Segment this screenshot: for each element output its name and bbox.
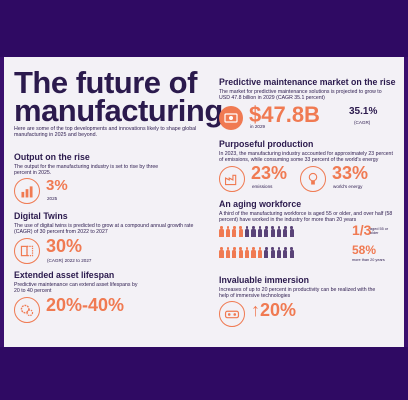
market-value-caption: in 2029	[250, 124, 266, 129]
twins-text: The use of digital twins is predicted to…	[14, 223, 194, 236]
title-line-1: The future of	[14, 65, 197, 100]
market-cagr-value: 35.1%	[349, 106, 378, 117]
person-icon	[283, 247, 288, 258]
market-heading: Predictive maintenance market on the ris…	[219, 77, 396, 87]
title-line-2: manufacturing	[14, 93, 223, 128]
lifespan-heading: Extended asset lifespan	[14, 270, 115, 280]
output-chart-icon	[14, 178, 40, 204]
purposeful-caption-1: emissions	[252, 184, 273, 189]
person-icon	[276, 226, 282, 237]
twins-caption: (CAGR) 2022 to 2027	[47, 258, 92, 263]
person-icon	[251, 247, 256, 258]
person-icon	[283, 226, 288, 237]
aging-people-row-1	[219, 226, 294, 237]
frame-bottom	[0, 347, 408, 400]
person-icon	[225, 226, 230, 237]
person-icon	[244, 226, 250, 237]
infographic-card	[4, 57, 404, 347]
market-text: The market for predictive maintenance so…	[219, 89, 382, 102]
twins-value: 30%	[46, 236, 83, 256]
person-icon	[289, 247, 294, 258]
digital-twin-icon	[14, 238, 40, 264]
output-caption: 2025	[47, 196, 58, 201]
aging-heading: An aging workforce	[219, 199, 302, 209]
aging-caption-1: aged 55 or older	[370, 227, 389, 236]
market-money-icon	[219, 106, 243, 130]
twins-heading: Digital Twins	[14, 211, 68, 221]
intro-text: Here are some of the top developments an…	[14, 126, 197, 139]
output-heading: Output on the rise	[14, 152, 90, 162]
person-icon	[264, 247, 269, 258]
person-icon	[270, 247, 275, 258]
immersion-value: ↑20%	[251, 300, 297, 320]
person-icon	[238, 226, 243, 237]
energy-bulb-icon	[300, 166, 326, 192]
immersion-text: Increases of up to 20 percent in product…	[219, 287, 376, 300]
page-title: The future of manufacturing	[14, 65, 223, 128]
person-icon	[257, 226, 262, 237]
person-icon	[251, 226, 256, 237]
vr-headset-icon	[219, 301, 245, 327]
output-value: 3%	[46, 177, 68, 194]
person-icon	[244, 247, 250, 258]
emissions-factory-icon	[219, 166, 245, 192]
person-icon	[225, 247, 230, 258]
person-icon	[232, 226, 237, 237]
purposeful-caption-2: world's energy	[333, 184, 363, 189]
person-icon	[232, 247, 237, 258]
person-icon	[219, 247, 224, 258]
frame-top	[0, 0, 408, 57]
lifespan-text: Predictive maintenance can extend asset …	[14, 282, 138, 295]
purposeful-value-1: 23%	[251, 163, 288, 183]
person-icon	[219, 226, 224, 237]
person-icon	[264, 226, 269, 237]
market-cagr-caption: (CAGR)	[354, 120, 371, 125]
person-icon	[270, 226, 275, 237]
aging-value-1: 1/3	[352, 222, 372, 238]
person-icon	[257, 247, 262, 258]
immersion-heading: Invaluable immersion	[219, 275, 309, 285]
output-text: The output for the manufacturing industr…	[14, 164, 159, 177]
aging-value-2: 58%	[352, 243, 377, 257]
purposeful-text: In 2023, the manufacturing industry acco…	[219, 151, 393, 164]
person-icon	[238, 247, 243, 258]
asset-gear-icon	[14, 297, 40, 323]
purposeful-heading: Purposeful production	[219, 139, 314, 149]
person-icon	[276, 247, 282, 258]
aging-caption-2: more than 20 years	[352, 258, 385, 262]
aging-text: A third of the manufacturing workforce i…	[219, 211, 393, 224]
purposeful-value-2: 33%	[332, 163, 369, 183]
market-value: $47.8B	[249, 102, 320, 127]
person-icon	[289, 226, 294, 237]
aging-people-row-2	[219, 247, 294, 258]
lifespan-value: 20%-40%	[46, 295, 125, 315]
